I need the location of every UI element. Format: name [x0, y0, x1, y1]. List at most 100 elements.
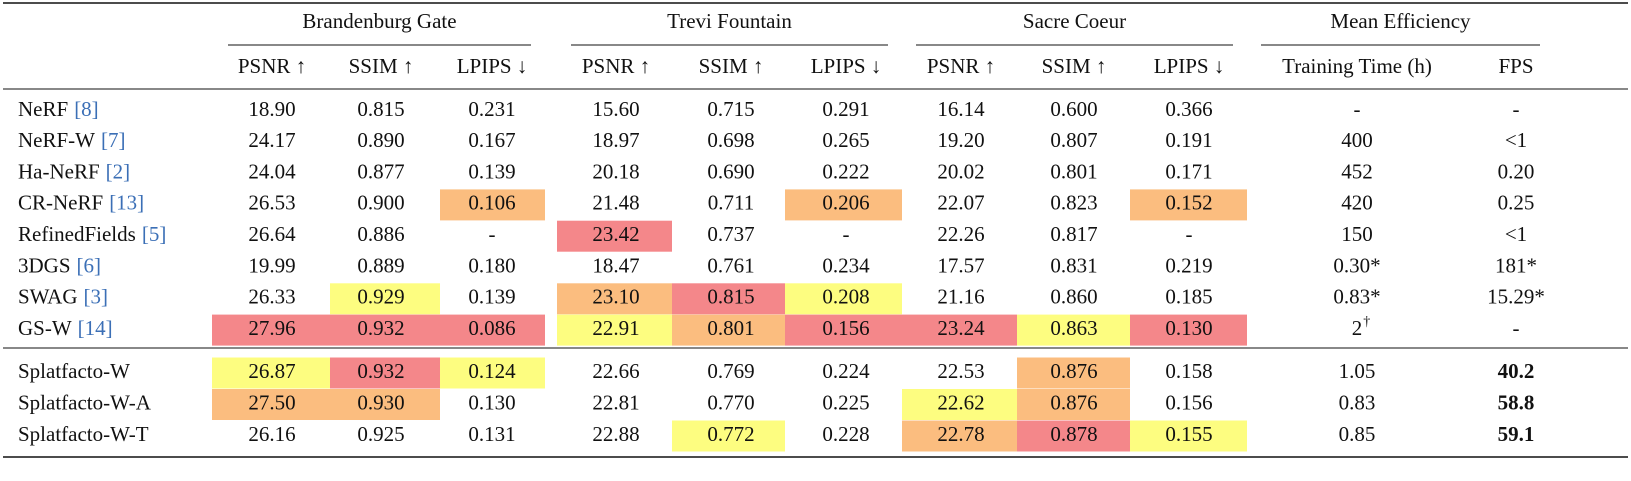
cell-value: 0.863 — [1050, 316, 1097, 340]
cell-highlight — [1017, 389, 1130, 420]
method-ref: [5] — [142, 222, 167, 246]
cell-value: 0.698 — [707, 128, 754, 152]
cell-value: 0.817 — [1050, 222, 1097, 246]
cell-value: 22.78 — [937, 422, 984, 446]
cell-value: 0.889 — [357, 253, 404, 277]
method-name: Splatfacto-W-A — [18, 390, 152, 414]
cell-value: 0.219 — [1165, 253, 1212, 277]
cell-value: 26.16 — [248, 422, 295, 446]
cell-value: 181* — [1495, 253, 1537, 277]
cell-value: 23.24 — [937, 316, 985, 340]
cell-value: 16.14 — [937, 97, 985, 121]
cell-value: - — [1513, 97, 1520, 121]
cell-value: 0.25 — [1498, 191, 1535, 215]
cell-value: 0.83 — [1339, 390, 1376, 414]
cell-highlight — [785, 189, 902, 221]
cell-value: 22.62 — [937, 390, 984, 414]
cell-value: 0.823 — [1050, 191, 1097, 215]
cell-value: 26.64 — [248, 222, 296, 246]
cell-highlight — [672, 420, 785, 452]
cell-value: 19.99 — [248, 253, 295, 277]
cell-value: 2 — [1352, 316, 1363, 340]
cell-value: 0.877 — [357, 159, 404, 183]
cell-value: 0.876 — [1050, 390, 1097, 414]
cell-highlight — [330, 357, 440, 389]
cell-highlight — [902, 389, 1017, 420]
cell-value: 22.66 — [592, 359, 639, 383]
method-ref: [6] — [77, 253, 102, 277]
method-name: CR-NeRF — [18, 191, 103, 215]
cell-highlight — [557, 220, 672, 252]
cell-value: 0.155 — [1165, 422, 1212, 446]
cell-value: 0.761 — [707, 253, 754, 277]
cell-value: 1.05 — [1339, 359, 1376, 383]
method-ref: [7] — [101, 128, 126, 152]
cell-value: - — [843, 222, 850, 246]
cell-value: 0.191 — [1165, 128, 1212, 152]
cell-value: 0.139 — [468, 285, 515, 309]
cell-value: 0.20 — [1498, 159, 1535, 183]
cell-value: 0.711 — [708, 191, 754, 215]
cell-value: - — [489, 222, 496, 246]
cell-highlight — [1017, 314, 1130, 346]
method-name: 3DGS — [18, 253, 71, 277]
cell-value: 400 — [1341, 128, 1373, 152]
cell-value: 0.224 — [822, 359, 870, 383]
cell-value: 0.156 — [1165, 390, 1212, 414]
method-name: Splatfacto-W-T — [18, 422, 149, 446]
cell-value: 0.925 — [357, 422, 404, 446]
method-name: Splatfacto-W — [18, 359, 130, 383]
cell-value: 150 — [1341, 222, 1373, 246]
cell-value: 0.737 — [707, 222, 754, 246]
cell-value: 0.85 — [1339, 422, 1376, 446]
cell-value: 15.60 — [592, 97, 639, 121]
cell-value: 0.131 — [468, 422, 515, 446]
cell-highlight — [785, 314, 902, 346]
cell-value: 0.208 — [822, 285, 869, 309]
cell-value: 0.83* — [1333, 285, 1380, 309]
cell-highlight — [672, 314, 785, 346]
cell-value: 0.715 — [707, 97, 754, 121]
cell-value: 0.185 — [1165, 285, 1212, 309]
cell-value: 0.158 — [1165, 359, 1212, 383]
cell-highlight — [440, 357, 545, 389]
cell-value: 0.932 — [357, 359, 404, 383]
cell-value: 0.167 — [468, 128, 515, 152]
method-name: Ha-NeRF — [18, 159, 100, 183]
cell-value: - — [1513, 316, 1520, 340]
column-header: SSIM ↑ — [1042, 54, 1107, 78]
cell-value: 0.228 — [822, 422, 869, 446]
column-header: PSNR ↑ — [927, 54, 995, 78]
cell-value: 18.97 — [592, 128, 639, 152]
cell-highlight — [1130, 189, 1247, 221]
cell-value: 0.152 — [1165, 191, 1212, 215]
cell-value: 24.17 — [248, 128, 295, 152]
cell-value: 0.886 — [357, 222, 404, 246]
cell-value: 0.878 — [1050, 422, 1097, 446]
cell-value: 0.690 — [707, 159, 754, 183]
method-ref: [3] — [84, 285, 109, 309]
cell-value: 0.890 — [357, 128, 404, 152]
method-name: NeRF — [18, 97, 68, 121]
cell-value: 0.291 — [822, 97, 869, 121]
cell-value: 59.1 — [1498, 422, 1535, 446]
cell-value: 0.156 — [822, 316, 869, 340]
cell-value: 420 — [1341, 191, 1373, 215]
group-header: Trevi Fountain — [667, 9, 792, 33]
cell-highlight — [902, 314, 1017, 346]
method-ref: [14] — [78, 316, 113, 340]
cell-superscript: † — [1363, 314, 1370, 329]
cell-value: 0.770 — [707, 390, 754, 414]
cell-value: 0.815 — [357, 97, 404, 121]
cell-value: 18.47 — [592, 253, 639, 277]
cell-value: 0.265 — [822, 128, 869, 152]
group-header: Sacre Coeur — [1023, 9, 1126, 33]
cell-value: 0.231 — [468, 97, 515, 121]
cell-value: 0.932 — [357, 316, 404, 340]
cell-highlight — [330, 314, 440, 346]
cell-value: 0.801 — [707, 316, 754, 340]
cell-value: 0.930 — [357, 390, 404, 414]
cell-highlight — [1017, 420, 1130, 452]
cell-value: 27.50 — [248, 390, 295, 414]
cell-value: 0.106 — [468, 191, 515, 215]
